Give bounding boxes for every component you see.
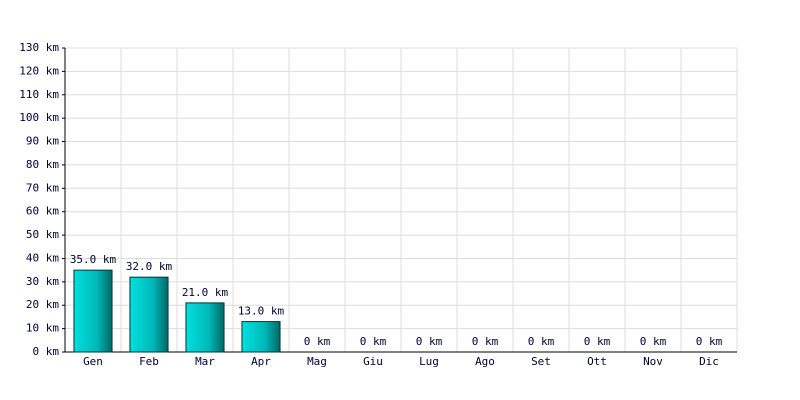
value-label: 0 km <box>472 335 499 348</box>
x-tick-label: Giu <box>363 355 383 368</box>
y-tick-label: 100 km <box>19 111 59 124</box>
y-tick-label: 20 km <box>26 298 59 311</box>
value-label: 0 km <box>584 335 611 348</box>
x-tick-label: Gen <box>83 355 103 368</box>
x-tick-label: Set <box>531 355 551 368</box>
value-label: 0 km <box>416 335 443 348</box>
value-label: 21.0 km <box>182 286 229 299</box>
value-label: 0 km <box>640 335 667 348</box>
bar <box>129 276 169 353</box>
x-tick-label: Dic <box>699 355 719 368</box>
value-label: 0 km <box>528 335 555 348</box>
y-tick-label: 0 km <box>33 345 60 358</box>
y-tick-label: 130 km <box>19 41 59 54</box>
y-tick-label: 30 km <box>26 275 59 288</box>
x-tick-label: Ott <box>587 355 607 368</box>
x-tick-label: Ago <box>475 355 495 368</box>
x-tick-label: Feb <box>139 355 159 368</box>
y-tick-label: 60 km <box>26 205 59 218</box>
bar <box>241 321 281 353</box>
y-tick-label: 110 km <box>19 88 59 101</box>
x-tick-label: Nov <box>643 355 663 368</box>
value-label: 0 km <box>360 335 387 348</box>
y-tick-label: 80 km <box>26 158 59 171</box>
y-tick-label: 120 km <box>19 64 59 77</box>
y-tick-label: 90 km <box>26 135 59 148</box>
x-tick-label: Apr <box>251 355 271 368</box>
y-tick-label: 40 km <box>26 251 59 264</box>
x-tick-label: Lug <box>419 355 439 368</box>
value-label: 0 km <box>696 335 723 348</box>
value-label: 0 km <box>304 335 331 348</box>
bar <box>73 269 113 353</box>
bar <box>185 302 225 353</box>
value-label: 35.0 km <box>70 253 117 266</box>
y-tick-label: 10 km <box>26 322 59 335</box>
x-tick-label: Mar <box>195 355 215 368</box>
value-label: 32.0 km <box>126 260 173 273</box>
x-tick-label: Mag <box>307 355 327 368</box>
value-label: 13.0 km <box>238 305 285 318</box>
y-tick-label: 70 km <box>26 181 59 194</box>
y-tick-label: 50 km <box>26 228 59 241</box>
